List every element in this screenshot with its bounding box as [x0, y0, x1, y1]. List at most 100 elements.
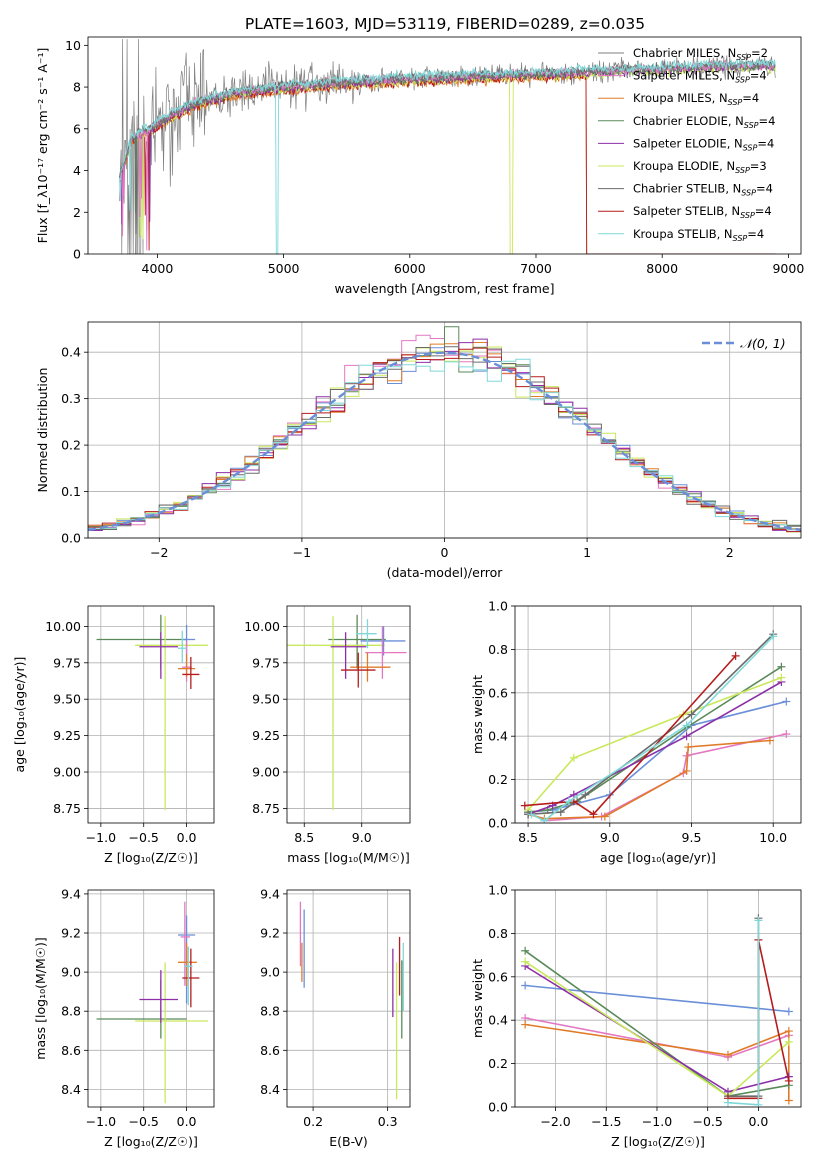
y-tick-label: 0.2 — [488, 1056, 508, 1071]
y-tick-label: 8.8 — [260, 1004, 280, 1019]
model-spectrum-sm — [119, 59, 776, 251]
x-tick-label: 1 — [583, 545, 591, 560]
x-tick-label: 10.0 — [759, 830, 787, 845]
x-tick-label: 0.0 — [177, 1114, 197, 1129]
y-tick-label: 9.25 — [53, 728, 81, 743]
x-tick-label: −0.5 — [129, 1114, 159, 1129]
residual-legend: 𝒩(0, 1) — [702, 336, 786, 351]
legend-label: Salpeter STELIB, NSSP=4 — [633, 204, 772, 220]
x-axis-label: Z [log₁₀(Z/Z☉)] — [611, 1134, 705, 1149]
mass-vs-Z-plot-area — [96, 901, 208, 1104]
y-tick-label: 1.0 — [488, 599, 508, 614]
y-axis-label: Normed distribution — [35, 368, 50, 493]
y-tick-label: 4 — [73, 163, 81, 178]
residuals-axes: −2 −1 0 1 2 0.0 0.1 0.2 0.3 0.4 (data-model)/error… — [35, 345, 734, 580]
error-bar-ss — [182, 656, 200, 690]
error-bar-ks — [184, 946, 193, 1006]
weight-marker — [784, 1027, 793, 1036]
error-bar-km — [178, 942, 197, 986]
x-tick-label: 8.5 — [294, 830, 314, 845]
x-tick-label: −1 — [293, 545, 311, 560]
y-tick-label: 10.00 — [45, 619, 81, 634]
weight-marker — [784, 1096, 793, 1105]
y-tick-label: 8.4 — [260, 1082, 280, 1097]
x-tick-label: 9.5 — [682, 830, 702, 845]
x-tick-label: 8.5 — [518, 830, 538, 845]
legend-label: Chabrier STELIB, NSSP=4 — [633, 182, 773, 198]
mass-weight-vs-age-plot-area — [520, 630, 791, 823]
x-tick-label: 6000 — [394, 261, 426, 276]
weight-marker — [723, 1050, 732, 1059]
y-tick-label: 0.0 — [61, 531, 81, 546]
x-tick-label: 9000 — [772, 261, 804, 276]
y-tick-label: 10.00 — [244, 619, 280, 634]
weight-marker — [682, 732, 691, 741]
error-bar-ss — [341, 652, 376, 688]
age-vs-Z-plot-area — [96, 614, 208, 810]
y-tick-label: 8.75 — [53, 801, 81, 816]
axes-frame — [514, 889, 802, 1108]
legend-label: Chabrier ELODIE, NSSP=4 — [633, 114, 775, 130]
weight-marker — [777, 673, 786, 682]
legend-label: 𝒩(0, 1) — [740, 336, 786, 351]
weight-line-ks — [727, 920, 760, 1106]
x-axis-label: mass [log₁₀(M/M☉)] — [287, 850, 409, 865]
weight-marker — [521, 946, 530, 955]
x-tick-label: 0.0 — [177, 830, 197, 845]
axes-frame — [87, 605, 215, 824]
y-tick-label: 0.8 — [488, 642, 508, 657]
axes-frame — [87, 321, 802, 539]
x-tick-label: 8000 — [646, 261, 678, 276]
x-tick-label: −0.5 — [693, 1114, 723, 1129]
residuals-panel: −2 −1 0 1 2 0.0 0.1 0.2 0.3 0.4 (data-model)/error… — [35, 321, 802, 580]
weight-marker — [784, 1037, 793, 1046]
error-bar-se — [139, 970, 178, 1023]
y-tick-label: 8.75 — [252, 801, 280, 816]
weight-marker — [782, 697, 791, 706]
y-tick-label: 9.2 — [61, 926, 81, 941]
error-bar-sm — [180, 901, 190, 986]
x-tick-label: −1.0 — [86, 1114, 116, 1129]
y-tick-label: 10 — [65, 38, 81, 53]
error-bar-ce — [328, 614, 386, 669]
weight-marker — [605, 790, 614, 799]
error-bar-se — [139, 632, 178, 679]
y-axis-label: mass weight — [470, 675, 485, 754]
y-tick-label: 8 — [73, 80, 81, 95]
y-axis-label: age [log₁₀(age/yr)] — [12, 657, 27, 773]
weight-line-ss — [524, 655, 737, 816]
age-vs-Z-panel: −1.0 −0.5 0.0 8.75 9.00 9.25 9.50 9.75 10.00 Z [l… — [12, 605, 215, 865]
y-tick-label: 0.4 — [488, 729, 508, 744]
y-tick-label: 2 — [73, 205, 81, 220]
x-tick-label: 5000 — [268, 261, 300, 276]
spectrum-legend: Chabrier MILES, NSSP=2 Salpeter MILES, NS… — [598, 46, 775, 243]
error-bar-ke — [135, 962, 208, 1104]
axes-frame — [87, 889, 215, 1108]
x-axis-label: age [log₁₀(age/yr)] — [600, 850, 716, 865]
weight-marker — [784, 1007, 793, 1016]
y-axis-label: mass [log₁₀(M/M☉)] — [33, 937, 48, 1059]
y-tick-label: 9.25 — [252, 728, 280, 743]
x-tick-label: −1.0 — [86, 830, 116, 845]
mass-vs-Z-panel: −1.0 −0.5 0.0 8.4 8.6 8.8 9.0 9.2 9.4 Z [log₁₀(Z/… — [33, 886, 215, 1149]
y-tick-label: 0.0 — [488, 1100, 508, 1115]
y-tick-label: 0 — [73, 247, 81, 262]
model-spectrum-ks — [119, 58, 776, 254]
weight-marker — [520, 801, 529, 810]
mass-vs-EBV-panel: 0.2 0.3 8.4 8.6 8.8 9.0 9.2 9.4 E(B-V) — [260, 886, 411, 1149]
x-tick-label: 4000 — [142, 261, 174, 276]
x-axis-label: Z [log₁₀(Z/Z☉)] — [104, 1134, 198, 1149]
error-bar-sm — [365, 626, 407, 679]
y-tick-label: 9.00 — [252, 765, 280, 780]
legend-label: Salpeter MILES, NSSP=4 — [633, 69, 767, 85]
weight-line-ke — [527, 676, 782, 811]
y-axis-label: Flux [f_λ10⁻¹⁷ erg cm⁻² s⁻¹ A⁻¹] — [35, 48, 50, 244]
weight-marker — [540, 816, 549, 823]
y-tick-label: 9.0 — [61, 965, 81, 980]
mass-vs-EBV-plot-area — [299, 901, 404, 1100]
y-tick-label: 0.4 — [61, 345, 81, 360]
legend-label: Kroupa MILES, NSSP=4 — [633, 91, 759, 107]
axes-frame — [87, 36, 802, 255]
mass-vs-EBV-axes: 0.2 0.3 8.4 8.6 8.8 9.0 9.2 9.4 E(B-V) — [260, 886, 397, 1149]
weight-marker — [684, 743, 693, 752]
